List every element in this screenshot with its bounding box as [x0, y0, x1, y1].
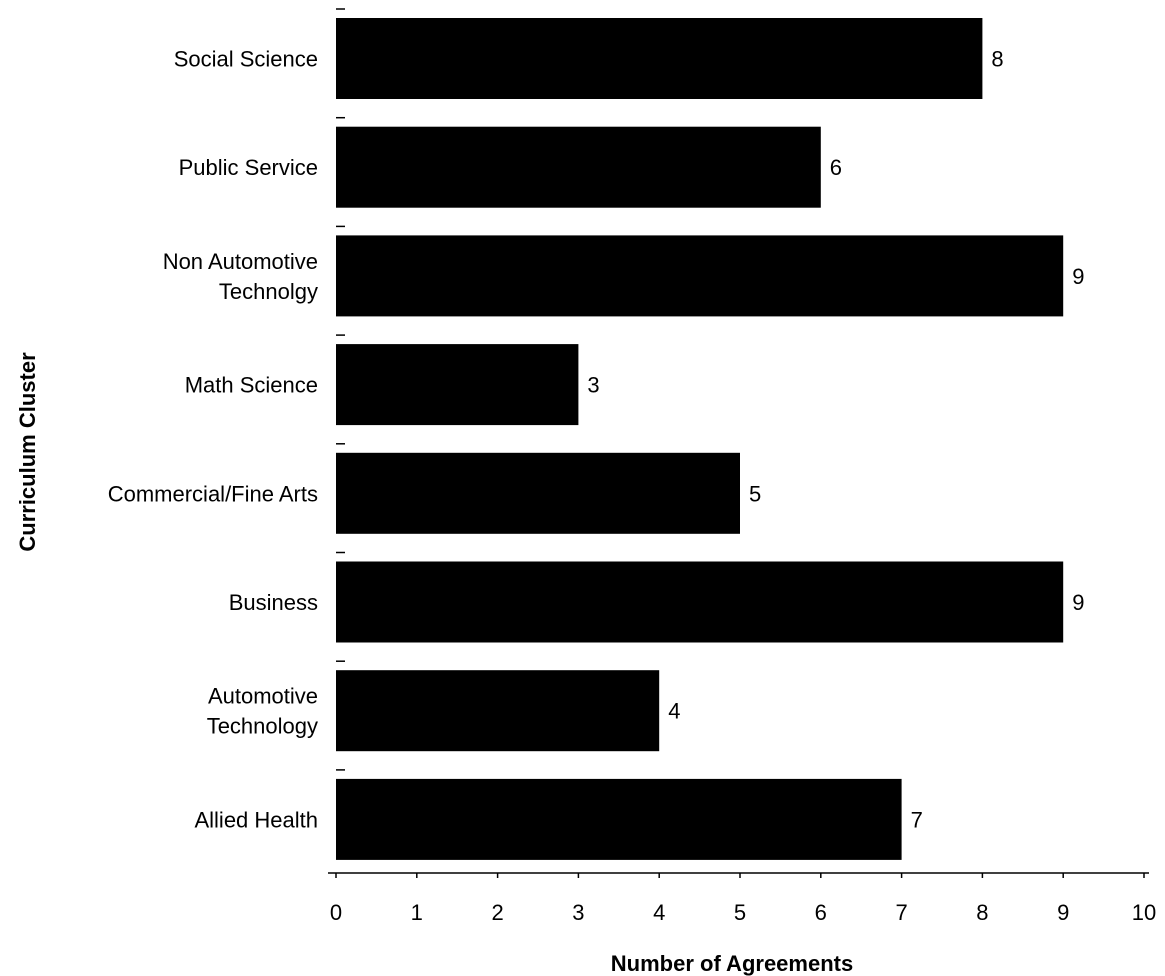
- category-label-line: Technolgy: [219, 279, 318, 304]
- bar: [336, 126, 821, 208]
- x-tick-label: 5: [734, 900, 746, 925]
- category-label-line: Automotive: [208, 684, 318, 709]
- value-label: 6: [830, 155, 842, 180]
- x-tick-label: 10: [1132, 900, 1156, 925]
- y-axis-title: Curriculum Cluster: [15, 352, 40, 552]
- x-axis-title: Number of Agreements: [611, 951, 853, 976]
- bar: [336, 18, 983, 99]
- category-label: Public Service: [179, 155, 318, 180]
- value-label: 9: [1072, 590, 1084, 615]
- x-tick-label: 9: [1057, 900, 1069, 925]
- category-label-line: Social Science: [174, 47, 318, 72]
- bar: [336, 670, 660, 752]
- category-labels: Social Science Public Service Non Automoti…: [108, 47, 318, 833]
- x-tick-label: 4: [653, 900, 665, 925]
- value-label: 3: [587, 373, 599, 398]
- bar: [336, 344, 579, 426]
- bar: [336, 561, 1064, 643]
- category-label-line: Public Service: [179, 155, 318, 180]
- value-label: 9: [1072, 264, 1084, 289]
- value-label: 8: [991, 47, 1003, 72]
- x-tick-label: 3: [572, 900, 584, 925]
- category-label-line: Commercial/Fine Arts: [108, 481, 318, 506]
- x-tick-label: 6: [815, 900, 827, 925]
- value-label: 5: [749, 481, 761, 506]
- bar: [336, 778, 902, 860]
- category-label-line: Non Automotive: [163, 249, 318, 274]
- x-tick-label: 7: [895, 900, 907, 925]
- category-label-line: Technology: [207, 714, 318, 739]
- x-tick-label: 8: [976, 900, 988, 925]
- category-label: Commercial/Fine Arts: [108, 481, 318, 506]
- category-label-line: Business: [229, 590, 318, 615]
- bars-group: [336, 8, 1064, 860]
- x-tick-label: 2: [491, 900, 503, 925]
- category-label: Allied Health: [194, 807, 318, 832]
- value-label: 7: [911, 807, 923, 832]
- category-label: Non Automotive Technolgy: [163, 249, 318, 304]
- category-label: Business: [229, 590, 318, 615]
- x-tick-label: 1: [411, 900, 423, 925]
- category-label: Automotive Technology: [207, 684, 318, 739]
- category-label-line: Allied Health: [194, 807, 318, 832]
- category-label-line: Math Science: [185, 373, 318, 398]
- category-label: Math Science: [185, 373, 318, 398]
- value-labels: 8 6 9 3 5 9 4 7: [587, 47, 1084, 833]
- category-label: Social Science: [174, 47, 318, 72]
- bar: [336, 452, 740, 534]
- bar: [336, 235, 1064, 317]
- x-axis-ticks: 0 1 2 3 4 5 6 7 8 9 10: [330, 873, 1156, 925]
- value-label: 4: [668, 699, 680, 724]
- x-tick-label: 0: [330, 900, 342, 925]
